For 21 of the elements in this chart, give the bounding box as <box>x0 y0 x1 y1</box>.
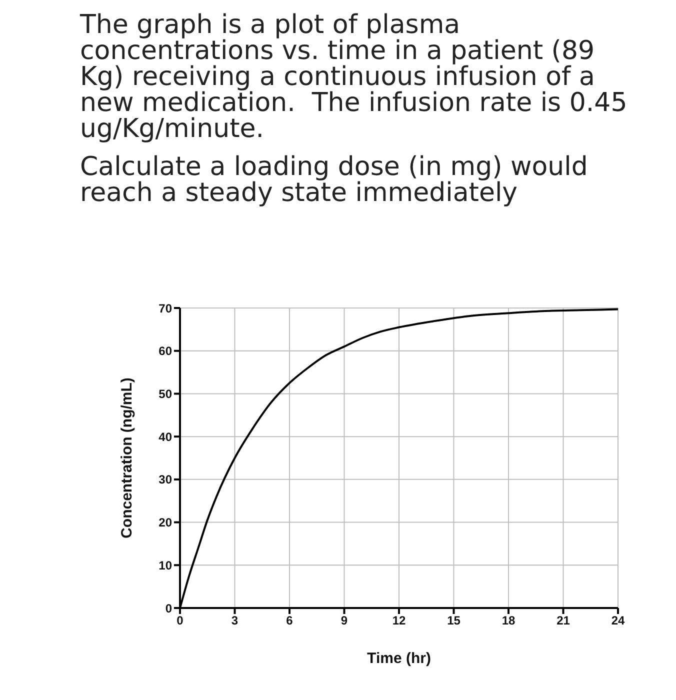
y-tick-label: 60 <box>158 344 172 358</box>
y-axis-title: Concentration (ng/mL) <box>118 378 136 538</box>
y-tick-label: 0 <box>165 601 172 616</box>
x-tick-label: 24 <box>611 614 625 628</box>
y-tick-label: 30 <box>158 472 172 487</box>
y-tick-label: 40 <box>158 430 172 444</box>
y-tick-label: 10 <box>158 558 172 572</box>
x-tick-label: 9 <box>340 614 348 628</box>
chart-subtitle: Calculate a loading dose (in mg) would reach a steady state immediately <box>80 152 589 208</box>
y-tick-label: 50 <box>158 386 172 401</box>
x-tick-label: 3 <box>231 614 238 628</box>
y-tick-label: 20 <box>158 516 172 530</box>
x-tick-label: 15 <box>447 614 461 628</box>
x-axis-title: Time (hr) <box>367 650 431 667</box>
y-tick-label: 70 <box>158 301 172 316</box>
x-tick-label: 0 <box>176 614 184 628</box>
chart-title: The graph is a plot of plasma concentrations vs. time in a patient (89 Kg) receiving a continuous infusion of a new medication. The infusion rate is 0.45 ug/Kg/minute. <box>80 10 628 144</box>
x-tick-label: 18 <box>502 614 516 628</box>
x-tick-label: 6 <box>286 614 294 628</box>
x-tick-label: 21 <box>556 614 570 628</box>
x-tick-label: 12 <box>392 614 406 628</box>
